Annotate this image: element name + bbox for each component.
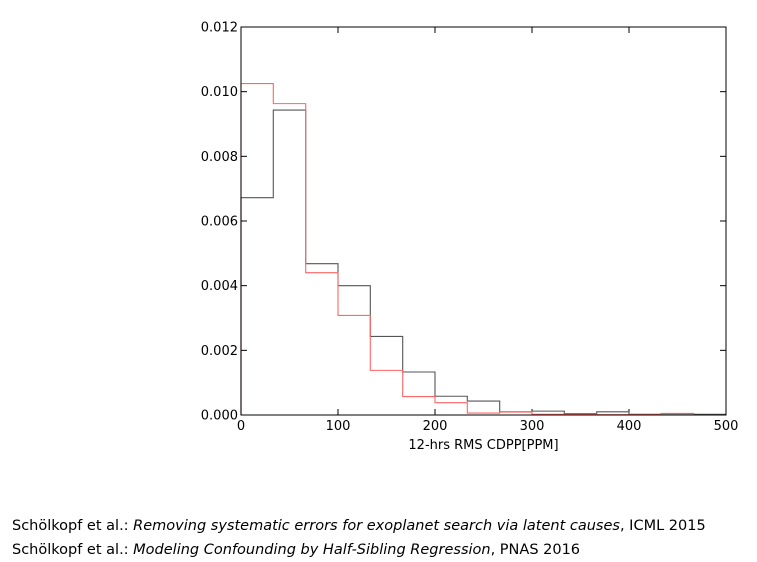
- reference-1-authors: Schölkopf et al.:: [12, 518, 134, 534]
- y-tick-label: 0.004: [201, 279, 238, 294]
- y-tick-label: 0.010: [201, 85, 238, 100]
- reference-2-venue: , PNAS 2016: [490, 542, 581, 558]
- x-tick-label: 400: [617, 419, 642, 434]
- reference-2-authors: Schölkopf et al.:: [12, 542, 134, 558]
- reference-2-title: Modeling Confounding by Half-Sibling Reg…: [133, 542, 491, 558]
- y-tick-label: 0.002: [201, 344, 238, 359]
- x-tick-label: 0: [237, 419, 245, 434]
- reference-1: Schölkopf et al.: Removing systematic er…: [12, 514, 706, 538]
- reference-2: Schölkopf et al.: Modeling Confounding b…: [12, 538, 706, 562]
- x-axis-label: 12-hrs RMS CDPP[PPM]: [408, 438, 558, 453]
- x-tick-label: 100: [326, 419, 351, 434]
- histogram-chart: 0 100 200 300 400 500 0.000 0.002 0.004 0.006 0.00…: [201, 21, 739, 454]
- y-tick-label: 0.012: [201, 21, 238, 36]
- plot-frame: [240, 26, 727, 416]
- reference-1-title: Removing systematic errors for exoplanet…: [133, 518, 620, 534]
- histogram-series-1: [240, 109, 727, 415]
- y-tick-label: 0.000: [201, 409, 238, 424]
- x-tick-label: 300: [520, 419, 545, 434]
- ticks-layer: 0 100 200 300 400 500 0.000 0.002 0.004 0.006 0.00…: [201, 21, 739, 435]
- x-tick-label: 200: [423, 419, 448, 434]
- series-layer: [240, 83, 727, 416]
- references: Schölkopf et al.: Removing systematic er…: [12, 514, 706, 562]
- histogram-series-2: [240, 83, 726, 416]
- y-tick-label: 0.006: [201, 215, 238, 230]
- y-tick-label: 0.008: [201, 150, 238, 165]
- x-tick-label: 500: [714, 419, 739, 434]
- reference-1-venue: , ICML 2015: [619, 518, 706, 534]
